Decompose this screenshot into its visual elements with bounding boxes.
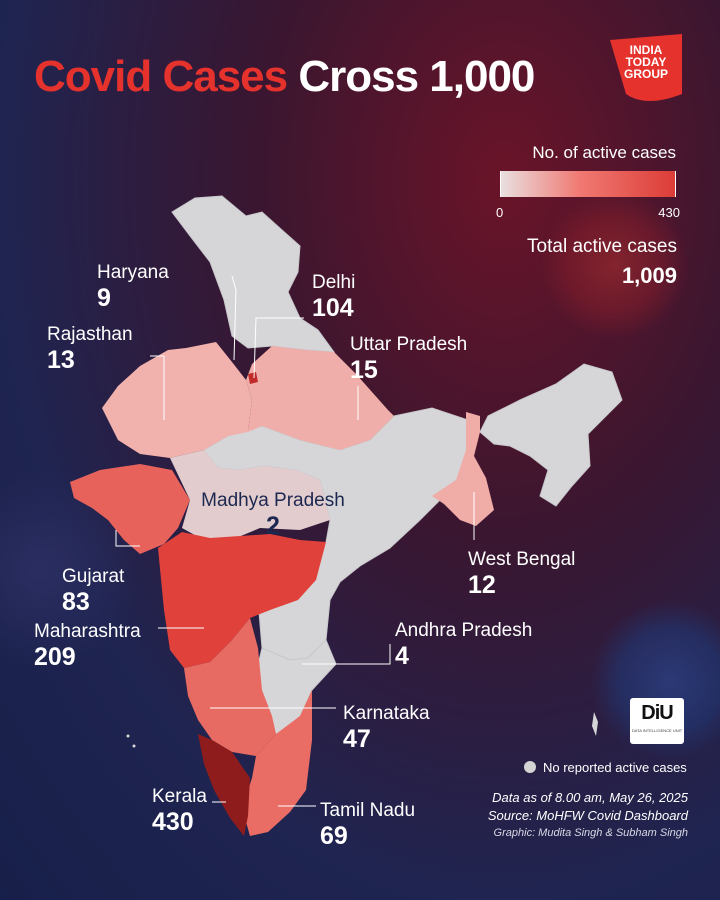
state-value: 9	[97, 284, 111, 312]
diu-subtitle: DATA INTELLIGENCE UNIT	[631, 728, 683, 733]
state-gujarat	[70, 464, 190, 554]
state-value: 47	[343, 725, 371, 753]
state-delhi	[248, 372, 258, 384]
state-name: Andhra Pradesh	[395, 620, 533, 641]
title-rest: Cross 1,000	[298, 52, 535, 101]
state-name: Rajasthan	[47, 324, 133, 345]
island	[592, 712, 598, 736]
state-name: Karnataka	[343, 703, 430, 724]
state-value: 69	[320, 822, 348, 850]
total-label: Total active cases	[527, 236, 677, 257]
state-name: Uttar Pradesh	[350, 334, 468, 355]
state-karnataka	[184, 618, 276, 756]
label-delhi: Delhi 104	[312, 272, 355, 322]
state-name: Delhi	[312, 272, 356, 293]
total-active-cases: Total active cases 1,009	[520, 236, 677, 289]
state-rajasthan	[102, 342, 252, 458]
india-today-logo: INDIA TODAY GROUP	[606, 34, 686, 108]
state-value: 13	[47, 346, 75, 374]
state-value: 104	[312, 294, 354, 322]
no-cases-text: No reported active cases	[543, 760, 687, 775]
state-name: Madhya Pradesh	[201, 490, 345, 511]
state-maharashtra	[158, 532, 326, 668]
label-rajasthan: Rajasthan 13	[47, 324, 133, 374]
leader-line-andhra-pradesh	[302, 644, 391, 665]
diu-mark: DiU	[641, 702, 673, 724]
no-cases-note: No reported active cases	[524, 760, 687, 775]
diu-logo: DiU DATA INTELLIGENCE UNIT	[630, 698, 684, 744]
state-value: 430	[152, 808, 194, 836]
label-tamil-nadu: Tamil Nadu 69	[320, 800, 415, 850]
footer: Data as of 8.00 am, May 26, 2025 Source:…	[430, 789, 688, 841]
label-kerala: Kerala 430	[152, 786, 207, 836]
graphic-credit: Graphic: Mudita Singh & Subham Singh	[493, 827, 688, 839]
leader-line-delhi	[253, 317, 304, 379]
legend: No. of active cases 0 430	[496, 143, 680, 220]
total-value: 1,009	[621, 263, 677, 288]
state-tamil-nadu	[242, 690, 312, 836]
label-karnataka: Karnataka 47	[343, 703, 430, 753]
state-value: 2	[266, 512, 280, 540]
label-maharashtra: Maharashtra 209	[34, 621, 141, 671]
island	[126, 734, 130, 738]
legend-min: 0	[496, 205, 504, 220]
logo-shape	[610, 34, 682, 101]
island	[132, 744, 136, 748]
legend-max: 430	[658, 205, 680, 220]
leader-line-rajasthan	[150, 355, 165, 420]
label-uttar-pradesh: Uttar Pradesh 15	[350, 334, 467, 384]
state-name: West Bengal	[468, 549, 576, 570]
legend-gradient-bar	[500, 171, 676, 197]
leader-line-gujarat	[115, 530, 140, 547]
state-name: Tamil Nadu	[320, 800, 416, 821]
state-value: 209	[34, 643, 76, 671]
label-haryana: Haryana 9	[97, 262, 169, 312]
no-cases-dot-icon	[524, 761, 536, 773]
source: Source: MoHFW Covid Dashboard	[487, 808, 688, 823]
state-value: 15	[350, 356, 378, 384]
title-highlight: Covid Cases	[34, 52, 288, 101]
state-west-bengal	[432, 412, 494, 526]
state-name: Maharashtra	[34, 621, 141, 642]
state-name: Kerala	[152, 786, 207, 807]
region-north	[171, 195, 336, 353]
state-madhya-pradesh	[170, 450, 330, 538]
label-madhya-pradesh: Madhya Pradesh 2	[198, 490, 348, 540]
leader-line-haryana	[231, 275, 237, 361]
label-gujarat: Gujarat 83	[62, 566, 124, 616]
state-uttar-pradesh	[246, 346, 394, 450]
region-northeast	[479, 363, 623, 507]
label-andhra-pradesh: Andhra Pradesh 4	[395, 620, 532, 670]
logo-text: INDIA TODAY GROUP	[623, 43, 668, 81]
state-value: 12	[468, 571, 496, 599]
page-title: Covid Cases Cross 1,000	[34, 52, 535, 102]
virus-decoration	[540, 190, 690, 340]
legend-title: No. of active cases	[532, 143, 676, 162]
state-value: 83	[62, 588, 90, 616]
state-name: Gujarat	[62, 566, 125, 587]
state-kerala	[198, 734, 250, 836]
state-value: 4	[395, 642, 409, 670]
label-west-bengal: West Bengal 12	[468, 549, 575, 599]
data-as-of: Data as of 8.00 am, May 26, 2025	[492, 790, 688, 805]
state-name: Haryana	[97, 262, 169, 283]
